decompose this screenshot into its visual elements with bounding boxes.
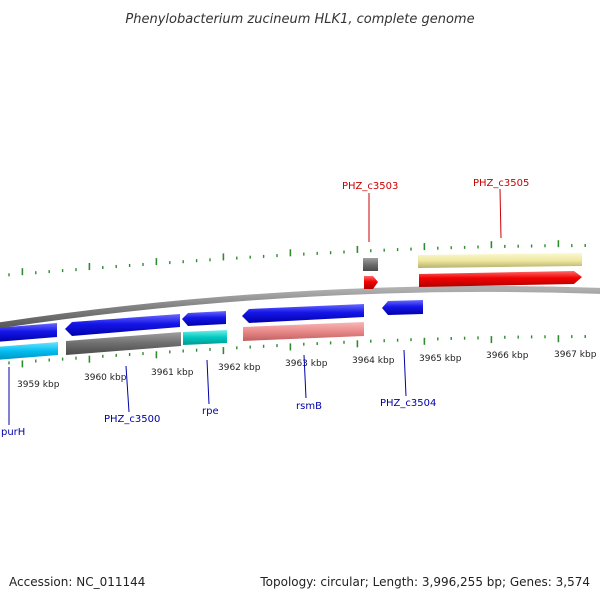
label-leader-lines — [8, 188, 502, 425]
scale-label: 3964 kbp — [352, 356, 395, 366]
scale-label: 3963 kbp — [285, 359, 328, 369]
phz-c3503-cds-arrow[interactable] — [364, 276, 378, 289]
inner-scale-ticks — [8, 335, 586, 368]
phz-c3504-cds-arrow[interactable] — [382, 300, 423, 315]
accession-text: Accession: NC_011144 — [9, 575, 145, 589]
genome-backbone — [0, 285, 600, 329]
scale-label: 3967 kbp — [554, 350, 597, 360]
outer-scale-ticks — [8, 240, 586, 277]
gene-labels: purH PHZ_c3500 rpe rsmB PHZ_c3504 PHZ_c3… — [1, 178, 529, 438]
gene-label-phz-c3503[interactable]: PHZ_c3503 — [342, 181, 398, 192]
scale-label: 3960 kbp — [84, 373, 127, 383]
phz-c3505-khaki-feature[interactable] — [418, 253, 582, 268]
phz-c3503-gray-feature[interactable] — [363, 258, 378, 271]
gene-label-phz-c3500[interactable]: PHZ_c3500 — [104, 414, 160, 425]
scale-label: 3966 kbp — [486, 351, 529, 361]
phz-c3500-gray-feature[interactable] — [66, 332, 181, 355]
phz-c3500-cds-arrow[interactable] — [65, 314, 180, 336]
gene-label-rsmB[interactable]: rsmB — [296, 401, 322, 412]
rsmB-salmon-feature[interactable] — [243, 322, 364, 341]
scale-label: 3959 kbp — [17, 380, 60, 390]
gene-label-rpe[interactable]: rpe — [202, 406, 219, 417]
purH-cds-arrow[interactable] — [0, 323, 57, 342]
forward-strand-track — [363, 253, 582, 289]
gene-label-purH[interactable]: purH — [1, 427, 25, 438]
scale-label: 3962 kbp — [218, 363, 261, 373]
topology-text: Topology: circular; Length: 3,996,255 bp… — [259, 575, 590, 589]
scale-label: 3961 kbp — [151, 368, 194, 378]
map-title: Phenylobacterium zucineum HLK1, complete… — [125, 12, 474, 27]
phz-c3505-cds-arrow[interactable] — [419, 271, 582, 287]
phz-c3505-leader-line — [499, 188, 502, 239]
rsmB-leader-line — [303, 354, 307, 399]
phz-c3500-leader-line — [125, 365, 130, 413]
rsmB-cds-arrow[interactable] — [242, 304, 364, 323]
scale-label: 3965 kbp — [419, 354, 462, 364]
reverse-strand-feature-track — [0, 322, 364, 360]
phz-c3504-leader-line — [403, 349, 407, 397]
gene-label-phz-c3504[interactable]: PHZ_c3504 — [380, 398, 436, 409]
rpe-teal-feature[interactable] — [183, 330, 227, 345]
gene-label-phz-c3505[interactable]: PHZ_c3505 — [473, 178, 529, 189]
rpe-cds-arrow[interactable] — [182, 311, 226, 326]
reverse-strand-cds-track — [0, 300, 423, 342]
purH-light-blue-feature[interactable] — [0, 342, 58, 360]
rpe-leader-line — [206, 359, 210, 405]
scale-labels: 3959 kbp 3960 kbp 3961 kbp 3962 kbp 3963… — [17, 350, 597, 390]
